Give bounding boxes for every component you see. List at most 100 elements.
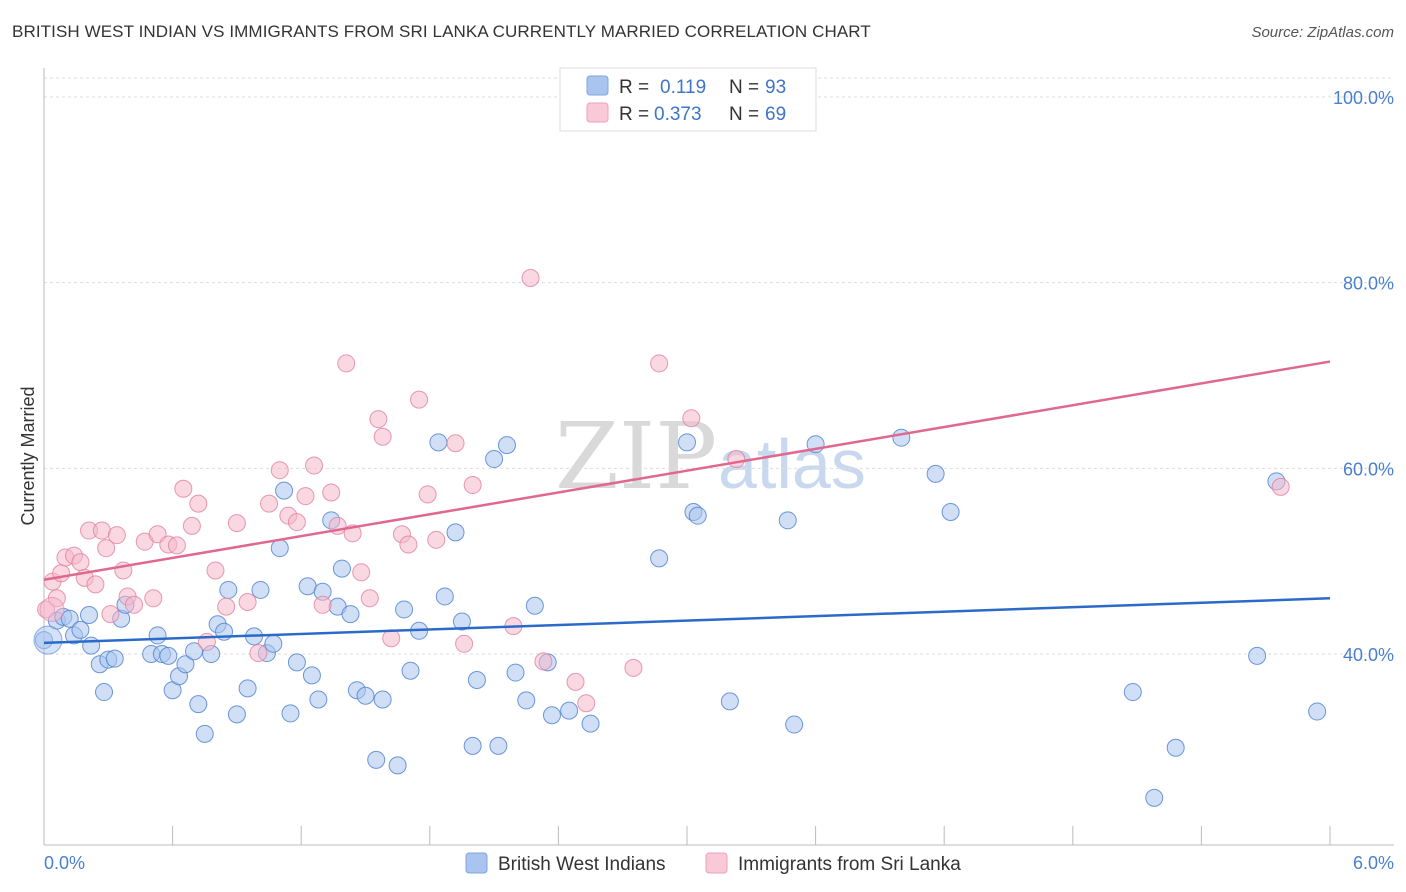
point-british-west-indian [298, 577, 317, 596]
y-tick-label: 40.0% [1343, 645, 1394, 665]
legend-swatch-pink [586, 102, 609, 123]
point-sri-lanka [217, 597, 236, 616]
point-british-west-indian [309, 690, 328, 709]
point-british-west-indian [176, 655, 195, 674]
point-british-west-indian [678, 433, 696, 452]
point-british-west-indian [785, 715, 804, 734]
y-axis-label: Currently Married [18, 386, 38, 525]
point-sri-lanka [125, 595, 144, 614]
point-sri-lanka [174, 479, 193, 498]
point-british-west-indian [332, 559, 351, 578]
correlation-legend: R = 0.119 N = 93 R = 0.373 N = 69 [559, 67, 817, 132]
point-british-west-indian [82, 636, 101, 655]
point-sri-lanka [107, 526, 126, 545]
point-british-west-indian [251, 580, 270, 599]
legend-n-label: N = [729, 77, 759, 98]
point-sri-lanka [369, 410, 388, 429]
point-british-west-indian [95, 683, 114, 702]
point-british-west-indian [367, 750, 386, 769]
point-british-west-indian [275, 481, 294, 500]
point-sri-lanka [399, 535, 418, 554]
point-british-west-indian [1123, 683, 1142, 702]
series-swatch-blue [465, 852, 488, 874]
point-british-west-indian [270, 539, 289, 558]
point-british-west-indian [525, 596, 544, 615]
point-british-west-indian [1308, 702, 1327, 721]
point-sri-lanka [446, 434, 465, 453]
point-british-west-indian [506, 663, 525, 682]
point-british-west-indian [395, 600, 414, 619]
point-sri-lanka [624, 658, 643, 677]
point-british-west-indian [148, 626, 167, 645]
point-sri-lanka [566, 672, 585, 691]
point-british-west-indian [264, 634, 283, 653]
point-british-west-indian [60, 609, 79, 628]
y-tick-labels: 40.0% 60.0% 80.0% 100.0% [1333, 88, 1394, 665]
point-british-west-indian [497, 436, 516, 455]
chart-title: BRITISH WEST INDIAN VS IMMIGRANTS FROM S… [12, 22, 871, 41]
point-sri-lanka [313, 595, 332, 614]
source-label: Source: ZipAtlas.com [1251, 24, 1394, 41]
point-british-west-indian [341, 605, 360, 624]
point-sri-lanka [650, 354, 669, 373]
point-british-west-indian [485, 450, 504, 469]
legend-swatch-blue [586, 75, 609, 96]
point-sri-lanka [260, 494, 279, 513]
trend-line-blue [43, 597, 1331, 645]
point-british-west-indian [238, 679, 257, 698]
point-british-west-indian [688, 506, 707, 525]
legend-r-label: R = [619, 104, 649, 125]
series-legend: British West Indians Immigrants from Sri… [465, 852, 961, 875]
point-sri-lanka [521, 269, 540, 288]
point-sri-lanka [727, 450, 746, 469]
point-british-west-indian [80, 606, 99, 625]
point-sri-lanka [97, 539, 116, 558]
point-sri-lanka [287, 513, 306, 532]
x-tick-label-min: 0.0% [44, 853, 85, 873]
trend-line-pink [43, 360, 1331, 581]
point-sri-lanka [227, 514, 246, 533]
legend-n-value: 69 [765, 104, 786, 125]
point-sri-lanka [337, 354, 356, 373]
point-british-west-indian [517, 691, 536, 710]
point-british-west-indian [195, 724, 214, 743]
point-british-west-indian [581, 714, 600, 733]
x-axis-ticks [43, 826, 1331, 845]
point-british-west-indian [227, 705, 246, 724]
point-british-west-indian [219, 580, 238, 599]
point-sri-lanka [101, 605, 120, 624]
point-sri-lanka [682, 409, 701, 428]
point-british-west-indian [542, 706, 561, 725]
point-british-west-indian [401, 661, 420, 680]
point-sri-lanka [577, 694, 596, 713]
point-sri-lanka [86, 575, 105, 594]
legend-n-label: N = [729, 104, 759, 125]
point-sri-lanka [182, 516, 201, 535]
point-british-west-indian [185, 642, 204, 661]
point-british-west-indian [356, 686, 375, 705]
point-cluster-blue [33, 625, 63, 655]
point-british-west-indian [105, 649, 124, 668]
point-british-west-indian [388, 756, 407, 775]
point-british-west-indian [720, 692, 739, 711]
point-british-west-indian [1248, 646, 1267, 665]
legend-r-value: 0.373 [654, 104, 702, 125]
point-sri-lanka [463, 476, 482, 495]
point-sri-lanka [71, 553, 90, 572]
point-british-west-indian [71, 620, 90, 639]
point-sri-lanka [322, 483, 341, 502]
point-british-west-indian [489, 736, 508, 755]
point-british-west-indian [463, 736, 482, 755]
point-sri-lanka [418, 485, 437, 504]
point-cluster-pink [39, 596, 65, 622]
legend-r-label: R = [619, 77, 649, 98]
point-sri-lanka [360, 589, 379, 608]
legend-n-value: 93 [765, 77, 786, 98]
y-tick-label: 80.0% [1343, 274, 1394, 294]
point-sri-lanka [167, 536, 186, 555]
point-sri-lanka [144, 589, 163, 608]
point-sri-lanka [270, 461, 289, 480]
point-british-west-indian [446, 523, 465, 542]
point-sri-lanka [296, 487, 315, 506]
